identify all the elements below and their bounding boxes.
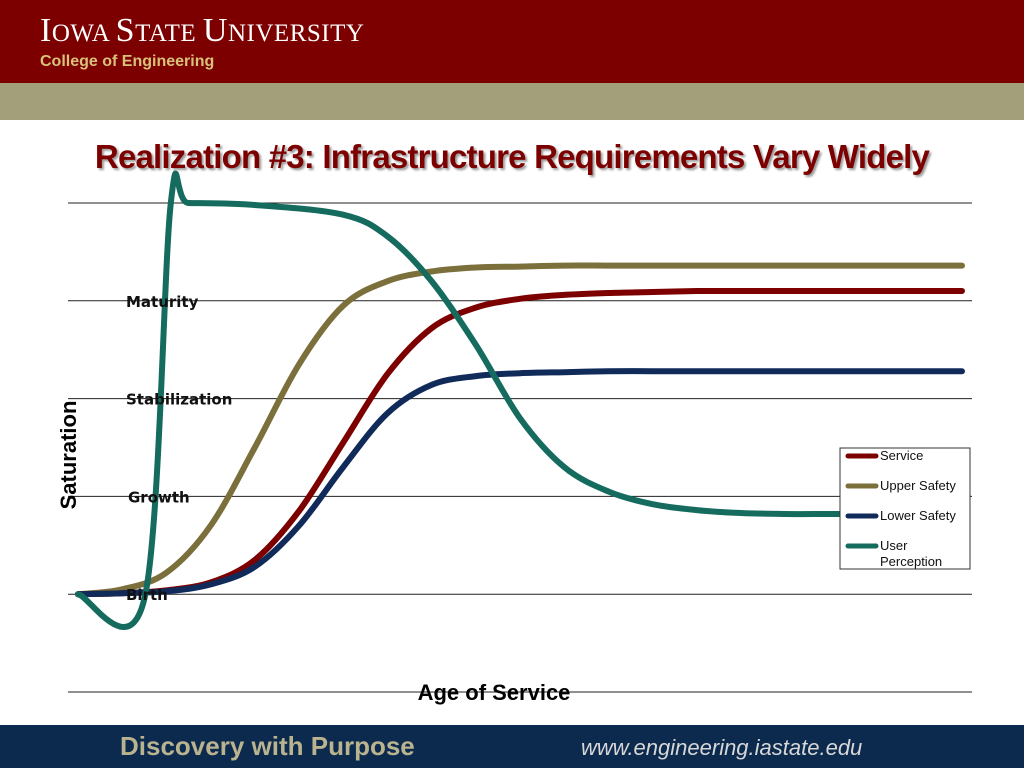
series-line-lower-safety [75,368,965,598]
footer-tagline: Discovery with Purpose [120,731,415,761]
series-line-user-perception [75,170,965,630]
legend-label-user-perception: User Perception [880,538,942,569]
legend-label-upper-safety: Upper Safety [880,478,956,493]
legend-label-lower-safety: Lower Safety [880,508,956,523]
y-tick-label: Birth [126,586,168,604]
slide-title: Realization #3: Infrastructure Requireme… [94,138,930,175]
x-axis-title: Age of Service [418,680,571,705]
header-accent-band [0,83,1024,120]
legend-label-service: Service [880,448,923,463]
y-axis-title: Saturation [56,401,81,510]
header-bar: IOWA STATE UNIVERSITY College of Enginee… [0,0,1024,83]
y-tick-label: Stabilization [126,391,232,409]
footer-url[interactable]: www.engineering.iastate.edu [581,735,863,760]
college-name: College of Engineering [40,53,215,70]
series-line-service [75,287,965,598]
university-wordmark: IOWA STATE UNIVERSITY [40,12,365,49]
series-line-upper-safety [75,262,965,598]
legend-box [839,447,971,570]
y-tick-label: Maturity [126,293,199,311]
footer-bar: Discovery with Purpose www.engineering.i… [0,725,1024,768]
y-tick-label: Growth [128,488,190,506]
chart-legend: Service Upper Safety Lower Safety User Perce… [839,447,971,570]
